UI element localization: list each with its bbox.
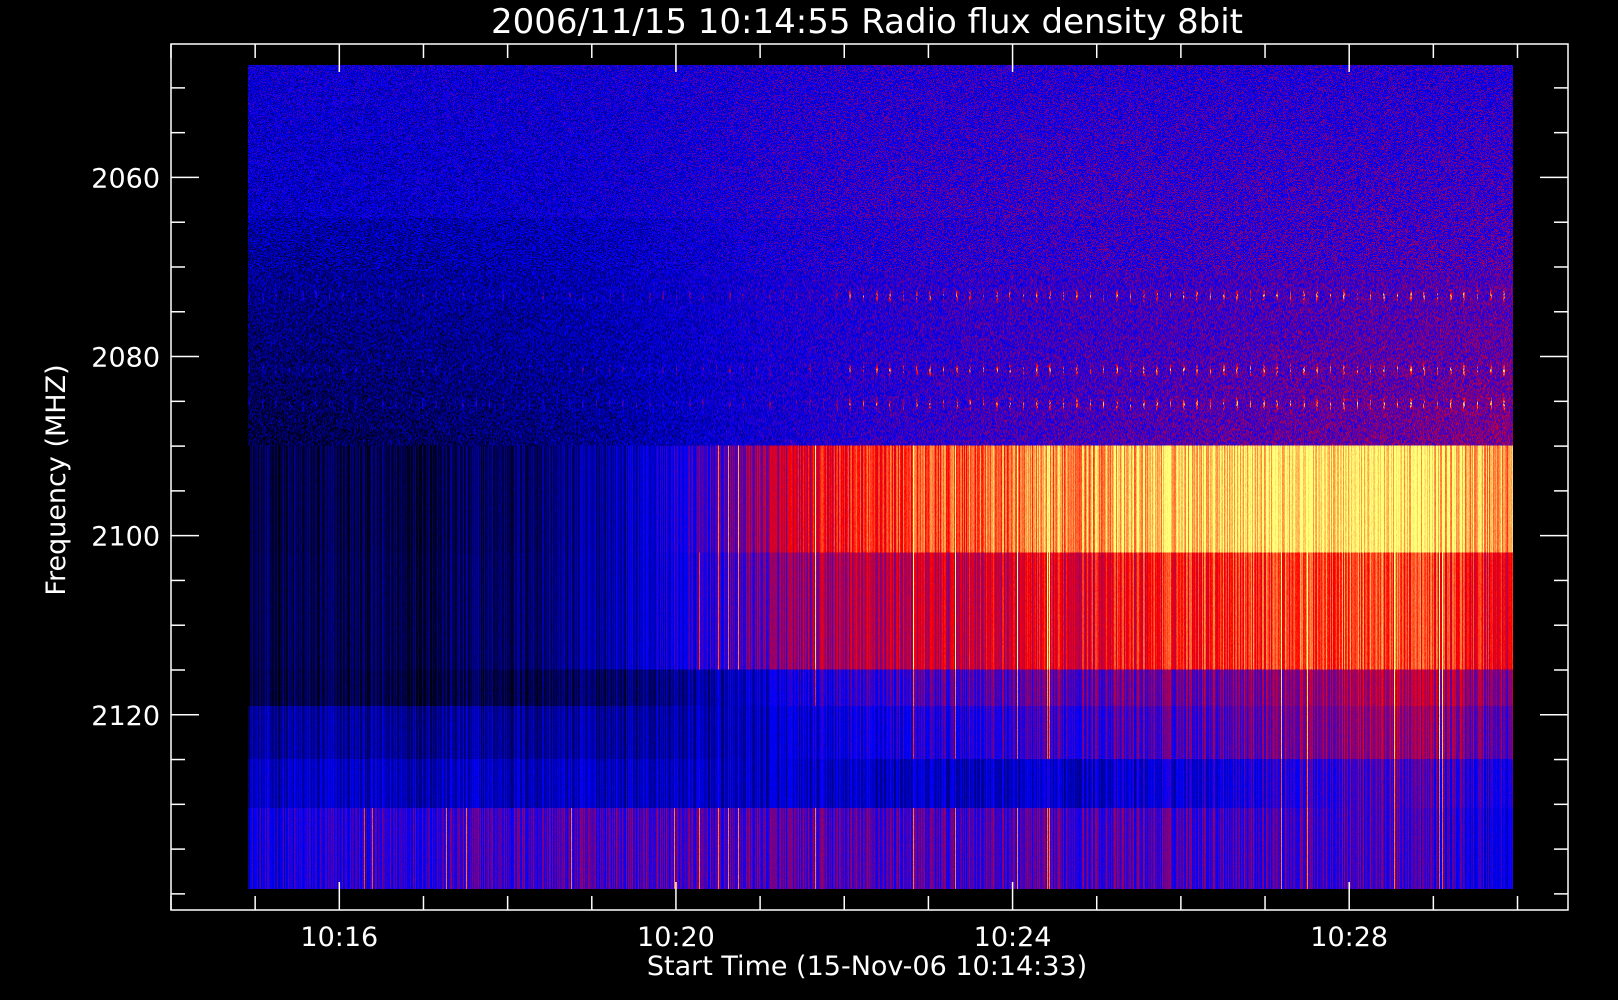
y-axis-ticks: 2060 2080 2100 2120 [91, 87, 1568, 895]
x-tick-label: 10:24 [974, 922, 1052, 953]
x-tick-label: 10:16 [300, 922, 378, 953]
chart-title: 2006/11/15 10:14:55 Radio flux density 8… [491, 2, 1243, 42]
y-tick-label: 2060 [91, 163, 160, 194]
spectrogram-heatmap [248, 64, 1514, 890]
x-tick-label: 10:20 [637, 922, 715, 953]
y-tick-label: 2100 [91, 522, 160, 553]
x-axis-ticks: 10:16 10:20 10:24 10:28 [170, 44, 1519, 953]
plot-border [170, 43, 1569, 911]
y-tick-label: 2120 [91, 701, 160, 732]
x-axis-label: Start Time (15-Nov-06 10:14:33) [647, 951, 1087, 982]
y-tick-label: 2080 [91, 343, 160, 374]
y-axis-label: Frequency (MHZ) [41, 364, 72, 595]
plot-box [170, 43, 1569, 911]
x-tick-label: 10:28 [1310, 922, 1388, 953]
